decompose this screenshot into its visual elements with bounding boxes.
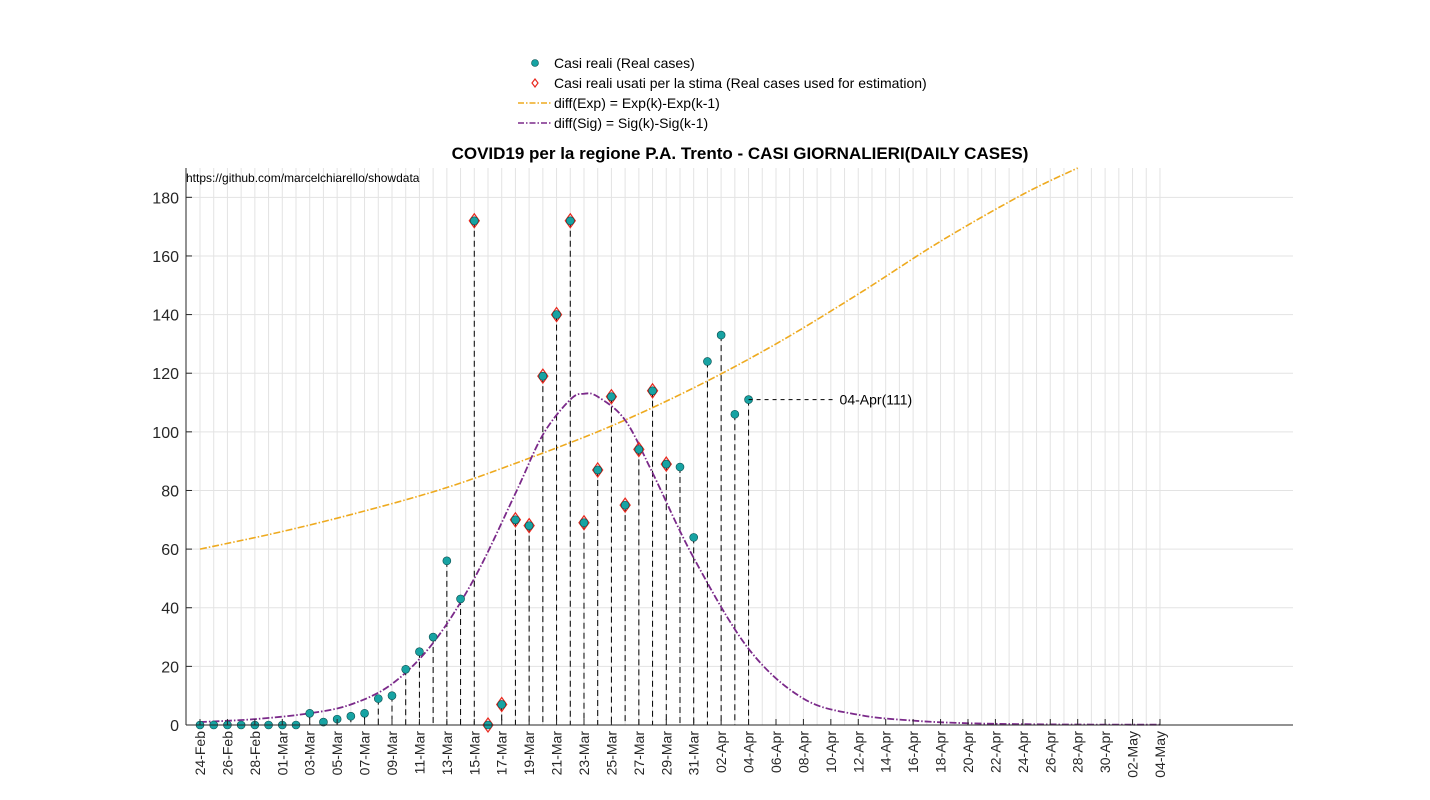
y-tick-label: 140 xyxy=(152,308,179,325)
real-case-point xyxy=(552,310,561,319)
x-tick-label: 15-Mar xyxy=(466,731,482,776)
legend-label: Casi reali (Real cases) xyxy=(554,55,695,71)
x-tick-label: 27-Mar xyxy=(631,731,647,776)
x-tick-label: 22-Apr xyxy=(987,731,1003,773)
grid-lines xyxy=(186,168,1293,726)
stem-lines xyxy=(309,220,750,725)
real-case-point xyxy=(634,445,644,454)
real-case-point xyxy=(648,386,657,396)
real-case-point xyxy=(428,632,438,642)
x-tick-label: 24-Feb xyxy=(192,731,208,776)
real-case-point xyxy=(497,700,507,709)
x-tick-label: 04-Apr xyxy=(741,731,757,773)
x-tick-label: 02-Apr xyxy=(713,731,729,773)
legend-estimation-marker xyxy=(531,78,539,88)
x-tick-label: 11-Mar xyxy=(411,731,427,775)
y-tick-label: 20 xyxy=(161,659,179,676)
annotation-label: 04-Apr(111) xyxy=(840,392,913,408)
exp-fit-curve xyxy=(199,167,1079,550)
x-tick-label: 09-Mar xyxy=(384,731,400,776)
real-case-point xyxy=(593,465,603,475)
x-tick-label: 20-Apr xyxy=(960,731,976,773)
x-tick-label: 18-Apr xyxy=(933,731,949,773)
x-tick-label: 26-Apr xyxy=(1042,731,1058,773)
x-tick-label: 08-Apr xyxy=(795,731,811,773)
x-tick-label: 19-Mar xyxy=(521,731,537,776)
real-case-point xyxy=(524,521,534,530)
x-tick-label: 16-Apr xyxy=(905,731,921,773)
y-tick-label: 120 xyxy=(152,366,179,383)
y-tick-label: 180 xyxy=(152,190,179,207)
x-tick-label: 02-May xyxy=(1125,731,1141,778)
x-tick-label: 26-Feb xyxy=(219,731,235,776)
real-case-point xyxy=(538,371,548,381)
y-tick-label: 100 xyxy=(152,425,179,442)
x-tick-label: 25-Mar xyxy=(603,731,619,776)
real-case-point xyxy=(319,717,328,727)
fit-curves xyxy=(199,167,1160,726)
real-case-point xyxy=(360,708,369,718)
x-tick-label: 01-Mar xyxy=(274,731,290,776)
x-tick-label: 05-Mar xyxy=(329,731,345,776)
sig-fit-curve xyxy=(199,392,1160,726)
x-tick-label: 10-Apr xyxy=(823,731,839,773)
legend-label: diff(Exp) = Exp(k)-Exp(k-1) xyxy=(554,95,720,111)
legend-label: Casi reali usati per la stima (Real case… xyxy=(554,75,927,91)
real-case-point xyxy=(442,556,452,566)
y-tick-label: 40 xyxy=(161,601,179,618)
x-tick-label: 28-Feb xyxy=(247,731,263,776)
real-case-point xyxy=(565,216,575,226)
x-tick-label: 29-Mar xyxy=(658,731,674,776)
x-tick-label: 31-Mar xyxy=(686,731,702,776)
last-value-annotation: 04-Apr(111) xyxy=(748,392,913,408)
real-case-point xyxy=(675,462,685,472)
legend-label: diff(Sig) = Sig(k)-Sig(k-1) xyxy=(554,115,708,131)
real-case-point xyxy=(305,708,315,718)
x-tick-label: 23-Mar xyxy=(576,731,592,776)
x-tick-label: 12-Apr xyxy=(850,731,866,773)
axes: 0 20 40 60 80 100 120 140 160 180 24-Feb 26-Feb 28-F… xyxy=(152,168,1293,778)
watermark-url: https://github.com/marcelchiarello/showd… xyxy=(186,171,420,185)
y-tick-label: 60 xyxy=(161,542,179,559)
real-case-point xyxy=(456,594,465,604)
real-case-point xyxy=(387,691,397,700)
y-tick-label: 0 xyxy=(170,718,179,735)
real-case-point xyxy=(620,500,630,510)
legend-real-marker xyxy=(531,59,539,67)
x-tick-label: 30-Apr xyxy=(1097,731,1113,773)
x-tick-label: 21-Mar xyxy=(549,731,565,776)
real-case-point xyxy=(730,409,740,419)
x-tick-label: 07-Mar xyxy=(357,731,373,776)
real-case-point xyxy=(579,518,589,528)
real-case-point xyxy=(689,533,699,542)
real-case-point xyxy=(401,664,411,674)
x-tick-label: 28-Apr xyxy=(1070,731,1086,773)
real-case-point xyxy=(469,216,479,226)
x-tick-label: 17-Mar xyxy=(494,731,510,776)
real-case-point xyxy=(716,330,726,340)
x-tick-label: 06-Apr xyxy=(768,731,784,773)
real-case-point xyxy=(661,459,671,469)
real-case-point xyxy=(373,694,383,703)
real-case-point xyxy=(511,515,520,525)
legend: Casi reali (Real cases) Casi reali usati … xyxy=(518,55,927,131)
y-tick-label: 160 xyxy=(152,249,179,266)
y-tick-label: 80 xyxy=(161,483,179,500)
x-tick-label: 14-Apr xyxy=(878,731,894,773)
x-tick-label: 13-Mar xyxy=(439,731,455,776)
x-tick-label: 03-Mar xyxy=(302,731,318,776)
real-case-point xyxy=(346,711,356,721)
x-tick-label: 24-Apr xyxy=(1015,731,1031,773)
real-case-point xyxy=(607,392,616,401)
real-case-point xyxy=(415,647,424,657)
x-tick-label: 04-May xyxy=(1152,731,1168,778)
real-case-point xyxy=(703,357,712,366)
chart-title: COVID19 per la regione P.A. Trento - CAS… xyxy=(452,144,1029,163)
